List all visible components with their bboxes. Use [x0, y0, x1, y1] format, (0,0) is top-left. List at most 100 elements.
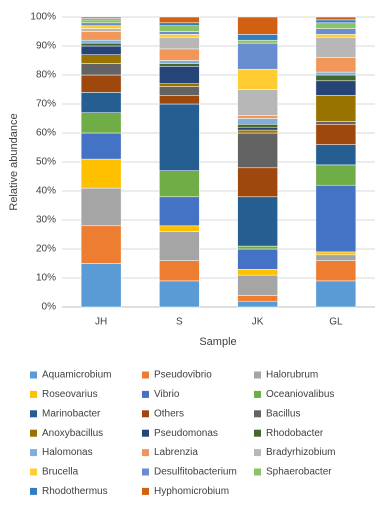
legend-swatch — [254, 371, 261, 379]
legend-swatch — [142, 429, 149, 437]
bar-segment — [315, 74, 357, 82]
bar-segment — [80, 28, 122, 32]
bar-segment — [80, 45, 122, 55]
bar-segment — [80, 158, 122, 189]
y-tick-label: 0% — [42, 302, 57, 313]
legend-label: Hyphomicrobium — [154, 486, 229, 497]
bar-segment — [237, 68, 278, 90]
x-tick-label: JK — [252, 317, 264, 328]
bar-segment — [315, 95, 357, 122]
y-tick-label: 50% — [36, 157, 56, 168]
bar-segment — [80, 74, 122, 93]
bar-segment — [315, 280, 357, 308]
y-tick-label: 70% — [36, 99, 56, 110]
bar-segment — [315, 22, 357, 29]
legend-label: Anoxybacillus — [42, 428, 103, 439]
y-axis-title: Relative abundance — [8, 113, 20, 210]
bar-segment — [159, 37, 200, 50]
bar-segment — [80, 22, 122, 26]
bar-segment — [237, 118, 278, 125]
legend-label: Pseudovibrio — [154, 370, 212, 381]
bar-segment — [80, 132, 122, 160]
x-tick-label: JH — [95, 317, 107, 328]
bar-segment — [315, 28, 357, 35]
bar-segment — [80, 225, 122, 264]
y-tick-label: 90% — [36, 41, 56, 52]
legend-swatch — [142, 449, 149, 457]
bar-segment — [80, 39, 122, 44]
legend-label: Bradyrhizobium — [266, 447, 335, 458]
bar-segment — [80, 42, 122, 47]
bar-segment — [315, 144, 357, 166]
bar-segment — [315, 260, 357, 282]
legend-swatch — [254, 468, 261, 476]
bar-segment — [80, 16, 122, 19]
legend-swatch — [30, 487, 37, 495]
legend-swatch — [142, 468, 149, 476]
bar-segment — [237, 115, 278, 119]
bar-segment — [159, 63, 200, 67]
legend-label: Marinobacter — [42, 408, 101, 419]
bar-segment — [237, 42, 278, 70]
bar-segment — [80, 187, 122, 227]
bar-segment — [315, 16, 357, 21]
bar-segment — [159, 103, 200, 171]
bar-segment — [80, 54, 122, 64]
bar-segment — [237, 167, 278, 198]
bar-segment — [159, 231, 200, 261]
bar-segment — [315, 37, 357, 58]
legend-swatch — [30, 410, 37, 418]
bar-segment — [159, 280, 200, 308]
legend-swatch — [30, 371, 37, 379]
bar-segment — [237, 300, 278, 308]
bar-segment — [237, 132, 278, 169]
legend-label: Brucella — [42, 467, 79, 478]
bar-segment — [237, 39, 278, 44]
bar-segment — [237, 124, 278, 128]
legend-label: Roseovarius — [42, 389, 98, 400]
legend-label: Halomonas — [42, 447, 93, 458]
legend-swatch — [254, 390, 261, 398]
bar-segment — [237, 245, 278, 250]
y-tick-label: 80% — [36, 70, 56, 81]
legend-label: Sphaerobacter — [266, 467, 332, 478]
legend-label: Rhodothermus — [42, 486, 108, 497]
bar-segment — [315, 121, 357, 125]
bar-segment — [159, 260, 200, 282]
bar-segment — [80, 31, 122, 41]
bar-segment — [315, 19, 357, 24]
bar-segment — [80, 25, 122, 29]
bar-segment — [237, 129, 278, 134]
bar-segment — [80, 92, 122, 113]
legend-label: Bacillus — [266, 408, 300, 419]
bar-segment — [159, 196, 200, 227]
legend-swatch — [142, 390, 149, 398]
bar-segment — [237, 295, 278, 302]
bar-segment — [237, 196, 278, 247]
bar-segment — [237, 89, 278, 116]
bar-segment — [159, 31, 200, 35]
legend-swatch — [254, 449, 261, 457]
y-tick-label: 100% — [30, 12, 56, 23]
bar-segment — [315, 34, 357, 38]
bar-segment — [159, 83, 200, 87]
legend-swatch — [254, 429, 261, 437]
legend-swatch — [142, 371, 149, 379]
bar-segment — [159, 86, 200, 96]
bar-segment — [80, 19, 122, 24]
y-tick-label: 30% — [36, 215, 56, 226]
bar-segment — [159, 48, 200, 61]
bar-segment — [237, 248, 278, 270]
legend-label: Desulfitobacterium — [154, 467, 237, 478]
y-tick-label: 20% — [36, 244, 56, 255]
bar-segment — [315, 164, 357, 186]
bar-segment — [80, 112, 122, 134]
bar-segment — [315, 57, 357, 73]
bar-segment — [159, 66, 200, 84]
legend-swatch — [30, 449, 37, 457]
bar-segment — [80, 263, 122, 308]
bar-segment — [159, 25, 200, 32]
bar-segment — [237, 274, 278, 296]
legend-label: Others — [154, 408, 184, 419]
